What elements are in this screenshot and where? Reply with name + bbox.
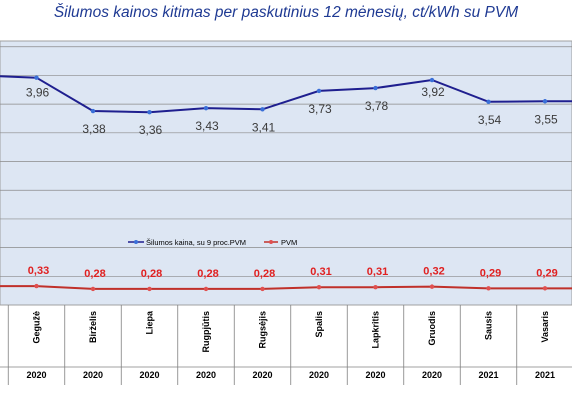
chart-title: Šilumos kainos kitimas per paskutinius 1… [53, 4, 519, 21]
series-0-point [486, 99, 491, 105]
legend-heat-label: Šilumos kaina, su 9 proc.PVM [146, 238, 246, 247]
data-label: 3,38 [82, 122, 106, 136]
legend-vat-label: PVM [281, 238, 297, 247]
data-label: 3,41 [252, 120, 276, 134]
x-axis: Balandis2020Gegužė2020Birželis2020Liepa2… [0, 305, 572, 385]
year-label: 2020 [26, 370, 46, 380]
x-tick-label: Gruodis [427, 311, 437, 346]
series-0-point [373, 85, 378, 91]
year-label: 2020 [83, 370, 103, 380]
x-tick-label: Rugpjūtis [201, 311, 211, 353]
series-0-point [316, 88, 322, 94]
x-tick-label: Liepa [145, 310, 155, 335]
gridlines [0, 46, 572, 277]
series-1-point [486, 286, 491, 291]
data-label: 0,29 [536, 267, 557, 279]
year-label: 2020 [196, 370, 216, 380]
data-label: 3,36 [139, 123, 163, 137]
data-label: 0,28 [254, 268, 275, 280]
data-label: 0,32 [423, 266, 444, 278]
data-label: 3,96 [26, 86, 50, 100]
data-label: 0,31 [310, 266, 331, 278]
x-tick-label: Spalis [314, 311, 324, 338]
data-label: 0,31 [367, 266, 388, 278]
legend-heat-marker [134, 240, 138, 244]
series-1-point [373, 285, 378, 290]
series-0-point [429, 77, 435, 83]
series-1-point [90, 286, 96, 292]
x-tick-label: Gegužė [32, 311, 42, 344]
series-0-point [203, 105, 209, 111]
x-tick-label: Vasaris [540, 311, 550, 343]
series-1-point [203, 286, 209, 292]
series-1-point [316, 285, 322, 290]
data-label: 3,73 [308, 102, 332, 116]
year-label: 2020 [365, 370, 385, 380]
series-1-point [34, 283, 39, 289]
series-0-point [34, 75, 39, 80]
data-label: 0,28 [141, 268, 162, 280]
x-tick-label: Birželis [88, 311, 98, 343]
x-tick-label: Rugsėjis [258, 311, 268, 349]
data-label: 3,78 [365, 99, 389, 113]
year-label: 2021 [535, 370, 555, 380]
data-label: 0,33 [28, 265, 49, 277]
series-0-point [147, 109, 152, 115]
series-1-point [147, 286, 152, 292]
year-label: 2021 [478, 370, 498, 380]
year-label: 2020 [252, 370, 272, 380]
data-label: 3,43 [195, 119, 219, 133]
data-label: 3,92 [421, 85, 445, 99]
data-label: 0,28 [197, 268, 218, 280]
legend-vat-marker [269, 240, 273, 244]
legend: Šilumos kaina, su 9 proc.PVM PVM [128, 238, 297, 247]
series-0-point [260, 107, 265, 112]
series-1-point [542, 286, 548, 291]
data-label: 0,29 [480, 267, 501, 279]
year-label: 2020 [309, 370, 329, 380]
data-labels: 4,003,963,383,363,433,413,733,783,923,54… [26, 85, 558, 280]
x-tick-label: Sausis [484, 311, 494, 340]
year-label: 2020 [139, 370, 159, 380]
x-tick-label: Lapkritis [371, 311, 381, 349]
series-1-point [260, 286, 265, 292]
data-label: 3,54 [478, 113, 502, 127]
series-0-point [90, 108, 96, 114]
year-label: 2020 [422, 370, 442, 380]
data-label: 0,28 [84, 268, 105, 280]
series-1-point [429, 284, 435, 289]
plot-area [0, 40, 572, 306]
series-layer [0, 75, 572, 292]
series-0-point [542, 99, 548, 104]
data-label: 3,55 [534, 112, 558, 126]
